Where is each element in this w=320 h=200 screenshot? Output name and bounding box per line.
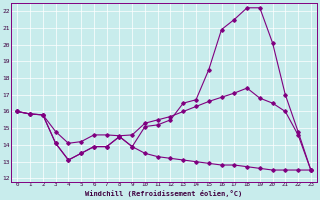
X-axis label: Windchill (Refroidissement éolien,°C): Windchill (Refroidissement éolien,°C): [85, 190, 243, 197]
